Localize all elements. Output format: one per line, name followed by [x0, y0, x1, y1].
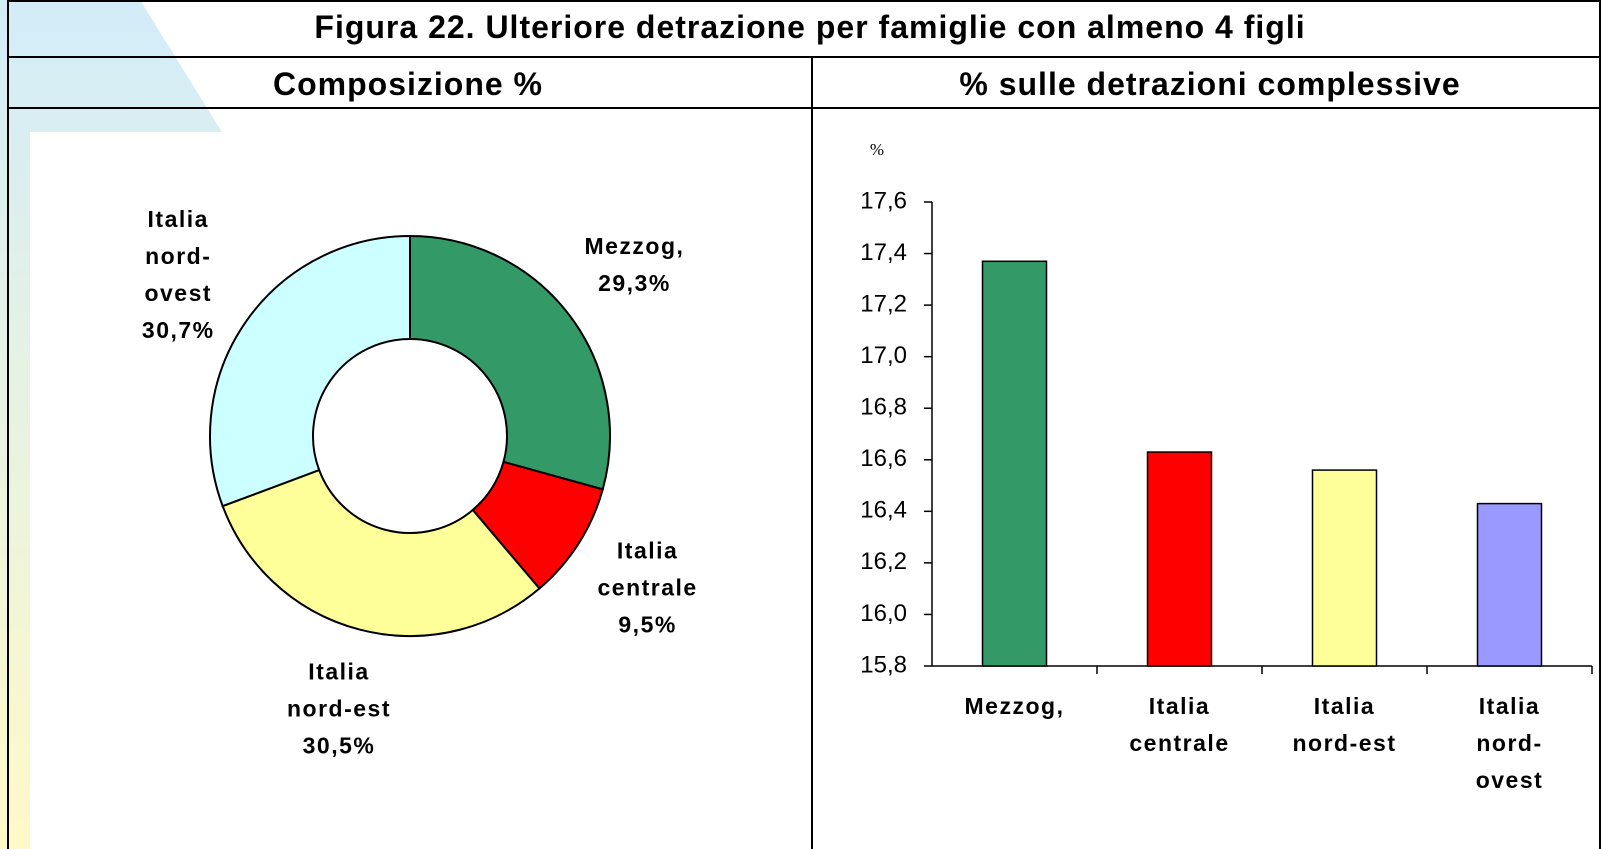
x-tick-label: Italia nord-ovest	[1475, 693, 1544, 793]
category-label: Italia nord-est	[287, 658, 391, 722]
data-label: Italia centrale 9,5%	[586, 532, 710, 643]
category-label: Italia centrale	[597, 537, 698, 601]
x-tick-label: Mezzog,	[964, 693, 1065, 719]
value-label: 30,7%	[141, 317, 215, 344]
y-tick-label: 15,8	[860, 651, 907, 678]
data-label: Italia nord-est 30,5%	[277, 653, 401, 764]
category-label: Mezzog,	[584, 233, 685, 260]
bar	[1146, 451, 1213, 667]
x-tick-label: Italia centrale	[1129, 693, 1230, 756]
data-label: Italia nord-ovest 30,7%	[116, 201, 240, 349]
donut-segment	[221, 468, 541, 637]
data-label: Mezzog, 29,3%	[572, 228, 696, 302]
donut-segment	[209, 234, 411, 508]
y-tick-label: 16,6	[860, 445, 907, 472]
y-tick-label: 17,4	[860, 239, 907, 266]
bar	[1476, 502, 1543, 667]
bar	[1311, 469, 1378, 667]
y-tick-label: 16,8	[860, 394, 907, 421]
value-label: 9,5%	[618, 611, 677, 638]
y-tick-label: 17,0	[860, 342, 907, 369]
value-label: 30,5%	[302, 732, 376, 759]
chart-title: Composizione %	[273, 66, 543, 102]
x-tick-label: Italia nord-est	[1292, 693, 1397, 756]
category-label: Italia nord-ovest	[144, 206, 213, 307]
donut-segment	[409, 234, 611, 491]
y-tick-label: 16,4	[860, 497, 907, 524]
y-tick-label: 16,0	[860, 600, 907, 627]
value-label: 29,3%	[598, 270, 671, 297]
chart-title: % sulle detrazioni complessive	[959, 66, 1460, 102]
y-axis-label: %	[870, 140, 884, 159]
y-tick-label: 17,6	[860, 187, 907, 214]
frame	[7, 0, 1601, 849]
y-tick-label: 17,2	[860, 290, 907, 317]
bar	[981, 260, 1048, 667]
background-decoration	[0, 0, 222, 849]
figure-title: Figura 22. Ulteriore detrazione per fami…	[314, 9, 1305, 45]
y-tick-label: 16,2	[860, 548, 907, 575]
